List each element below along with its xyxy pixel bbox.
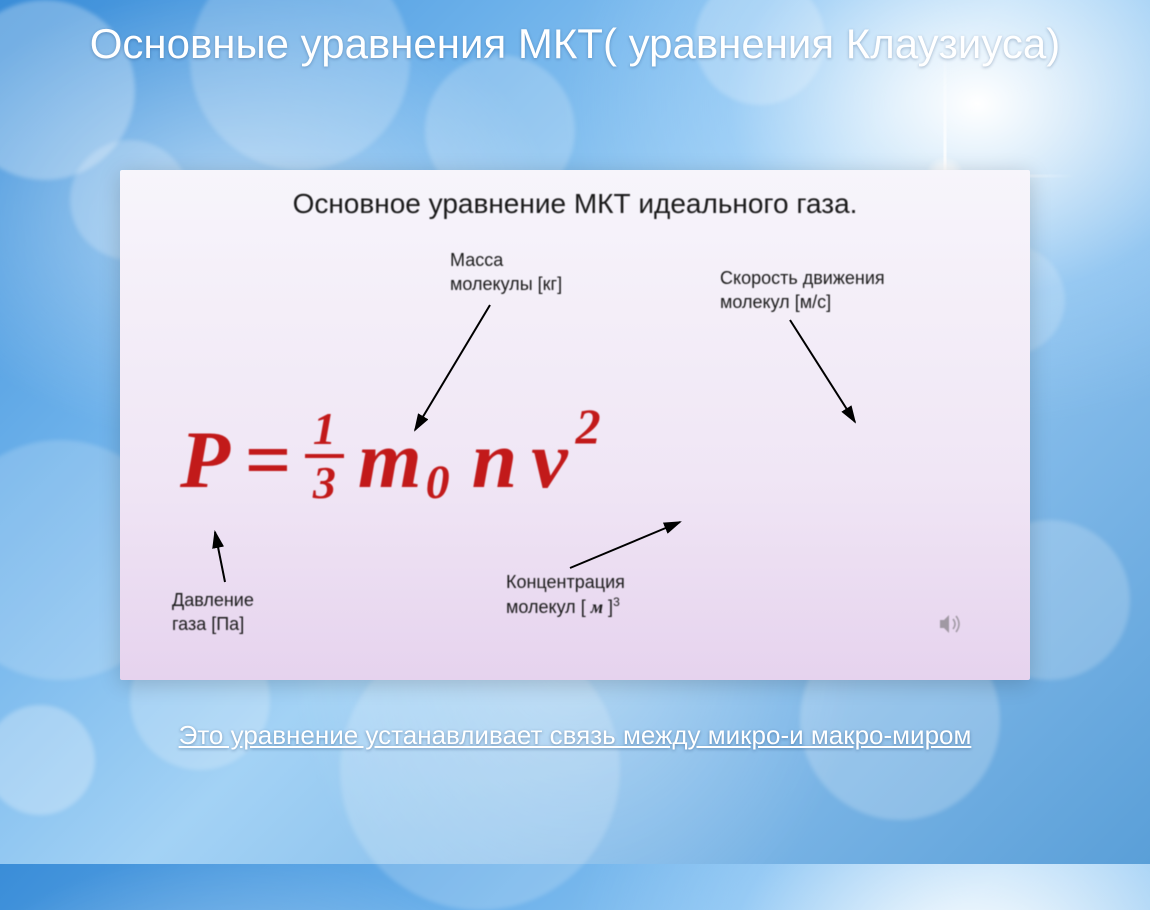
formula-sub0: 0 xyxy=(426,455,450,510)
formula-m: m xyxy=(358,413,422,507)
formula-sq: 2 xyxy=(576,397,601,455)
formula-denominator: 3 xyxy=(313,458,336,506)
slide-footer: Это уравнение устанавливает связь между … xyxy=(0,720,1150,751)
formula-n: n xyxy=(472,413,518,507)
formula-equals: = xyxy=(244,413,291,507)
content-panel: Основное уравнение МКТ идеального газа. … xyxy=(120,170,1030,680)
annotation-mass-l1: Масса xyxy=(450,248,562,272)
formula-numerator: 1 xyxy=(305,406,344,458)
annotation-mass: Масса молекулы [кг] xyxy=(450,248,562,297)
formula-P: P xyxy=(180,413,230,507)
annotation-mass-l2: молекулы [кг] xyxy=(450,272,562,296)
annotation-concentration: Концентрация молекул [ м ]3 xyxy=(506,570,625,620)
formula-v: v xyxy=(531,413,567,507)
annotation-conc-l1: Концентрация xyxy=(506,570,625,594)
panel-title: Основное уравнение МКТ идеального газа. xyxy=(120,188,1030,220)
annotation-pressure-l1: Давление xyxy=(172,588,254,612)
annotation-speed: Скорость движения молекул [м/с] xyxy=(720,266,885,315)
audio-icon[interactable] xyxy=(938,613,964,640)
annotation-conc-l2: молекул [ м ]3 xyxy=(506,594,625,619)
formula-fraction: 1 3 xyxy=(305,406,344,506)
slide-title: Основные уравнения МКТ( уравнения Клаузи… xyxy=(0,18,1150,71)
annotation-pressure-l2: газа [Па] xyxy=(172,612,254,636)
annotation-pressure: Давление газа [Па] xyxy=(172,588,254,637)
annotation-speed-l2: молекул [м/с] xyxy=(720,290,885,314)
formula: P = 1 3 m0 n v2 xyxy=(180,410,601,510)
annotation-speed-l1: Скорость движения xyxy=(720,266,885,290)
